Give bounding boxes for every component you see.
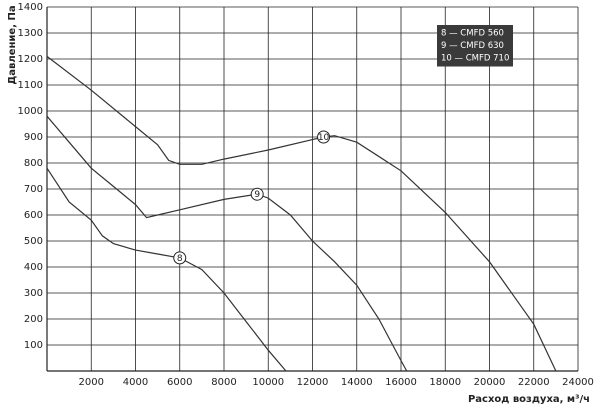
x-tick-label: 4000 [123, 377, 148, 388]
x-tick-label: 24000 [562, 377, 594, 388]
series-line [46, 115, 408, 372]
y-tick-label: 300 [24, 288, 43, 299]
curve-label-circle [173, 251, 187, 265]
x-tick-label: 14000 [341, 377, 373, 388]
series-line [46, 55, 557, 372]
y-tick-label: 1200 [18, 54, 43, 65]
legend-label: 8 — CMFD 560 [441, 29, 504, 39]
y-tick-label: 400 [24, 262, 43, 273]
y-tick-label: 800 [24, 158, 43, 169]
curve-label-circle [250, 187, 264, 201]
y-tick-label: 1000 [18, 106, 43, 117]
curve-label: 10 [318, 133, 330, 143]
x-tick-label: 2000 [79, 377, 104, 388]
y-tick-label: 600 [24, 210, 43, 221]
y-tick-label: 200 [24, 314, 43, 325]
y-tick-label: 1300 [18, 28, 43, 39]
series-line [46, 167, 287, 372]
y-axis-label: Давление, Па [7, 5, 18, 84]
curve-label: 8 [177, 254, 183, 264]
x-tick-label: 8000 [211, 377, 236, 388]
x-tick-label: 22000 [518, 377, 550, 388]
curve-label-circle [317, 130, 331, 144]
y-tick-label: 1100 [18, 80, 43, 91]
y-tick-label: 900 [24, 132, 43, 143]
curve-label: 9 [254, 190, 260, 200]
x-tick-label: 20000 [474, 377, 506, 388]
x-tick-label: 6000 [167, 377, 192, 388]
x-tick-label: 16000 [385, 377, 417, 388]
y-tick-label: 100 [24, 340, 43, 351]
legend-label: 9 — CMFD 630 [441, 41, 504, 51]
legend-label: 10 — CMFD 710 [441, 54, 509, 64]
x-axis-label: Расход воздуха, м³/ч [468, 394, 590, 405]
legend-box [437, 25, 513, 67]
x-tick-label: 18000 [429, 377, 461, 388]
x-tick-label: 12000 [297, 377, 329, 388]
y-tick-label: 700 [24, 184, 43, 195]
y-tick-label: 500 [24, 236, 43, 247]
y-tick-label: 1400 [18, 2, 43, 13]
x-tick-label: 10000 [252, 377, 284, 388]
